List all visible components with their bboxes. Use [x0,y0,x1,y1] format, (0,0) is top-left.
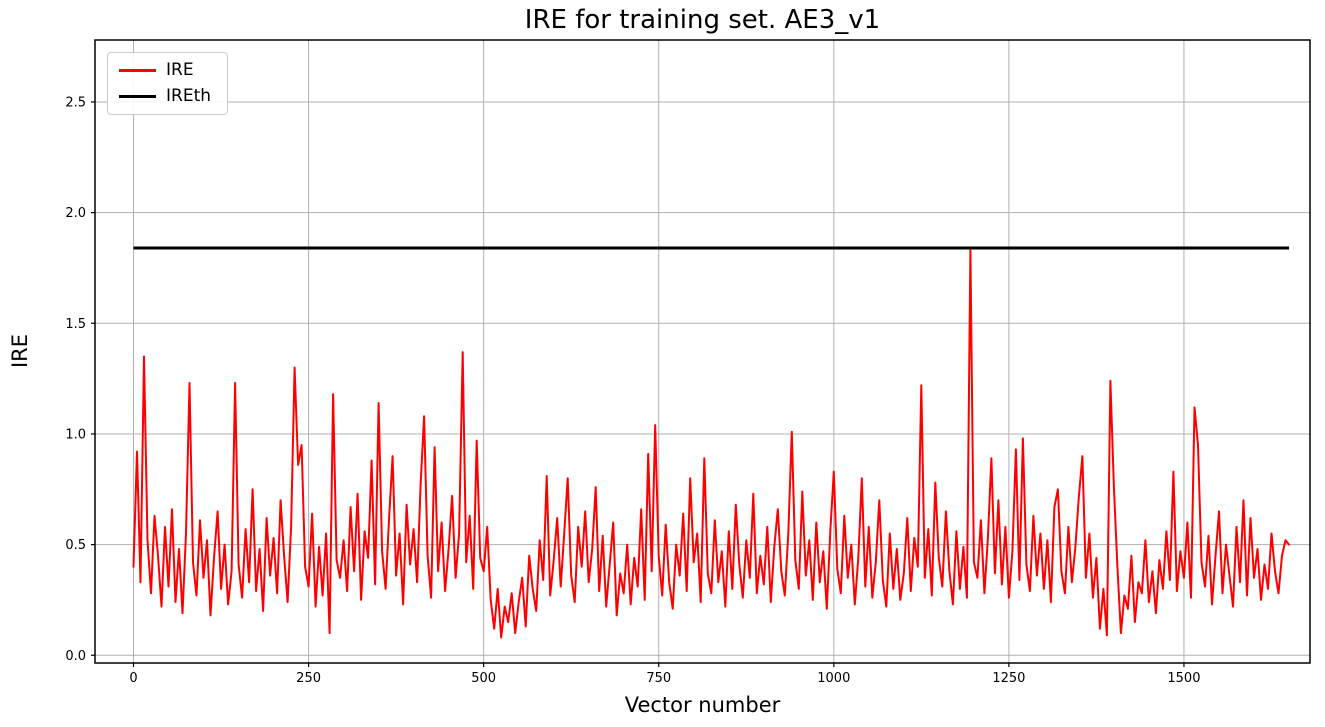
y-tick-label: 2.0 [65,206,86,221]
legend-item-ire: IRE [119,62,211,79]
x-tick-label: 250 [296,671,321,686]
x-tick-label: 0 [129,671,137,686]
legend-ireth-swatch [119,95,156,98]
x-axis-label: Vector number [624,693,781,717]
legend-ire-swatch [119,69,156,72]
x-tick-label: 750 [646,671,671,686]
x-tick-label: 1250 [992,671,1025,686]
y-tick-label: 0.0 [65,649,86,664]
x-tick-label: 500 [471,671,496,686]
x-tick-label: 1000 [817,671,850,686]
x-tick-labels: 0 250 500 750 1000 1250 1500 [129,663,1200,686]
grid [95,40,1310,663]
y-tick-label: 2.5 [65,95,86,110]
legend: IRE IREth [107,52,229,115]
y-tick-label: 1.5 [65,317,86,332]
x-tick-label: 1500 [1167,671,1200,686]
y-tick-labels: 0.0 0.5 1.0 1.5 2.0 2.5 [65,95,95,664]
chart-title: IRE for training set. AE3_v1 [524,5,881,35]
y-axis-label: IRE [8,333,32,369]
legend-ireth-label: IREth [166,86,212,106]
legend-item-ireth: IREth [119,88,211,105]
ire-series-line [132,249,1290,639]
y-tick-label: 0.5 [65,538,86,553]
legend-ire-label: IRE [166,60,194,80]
y-tick-label: 1.0 [65,427,86,442]
plot-border [94,39,1311,664]
